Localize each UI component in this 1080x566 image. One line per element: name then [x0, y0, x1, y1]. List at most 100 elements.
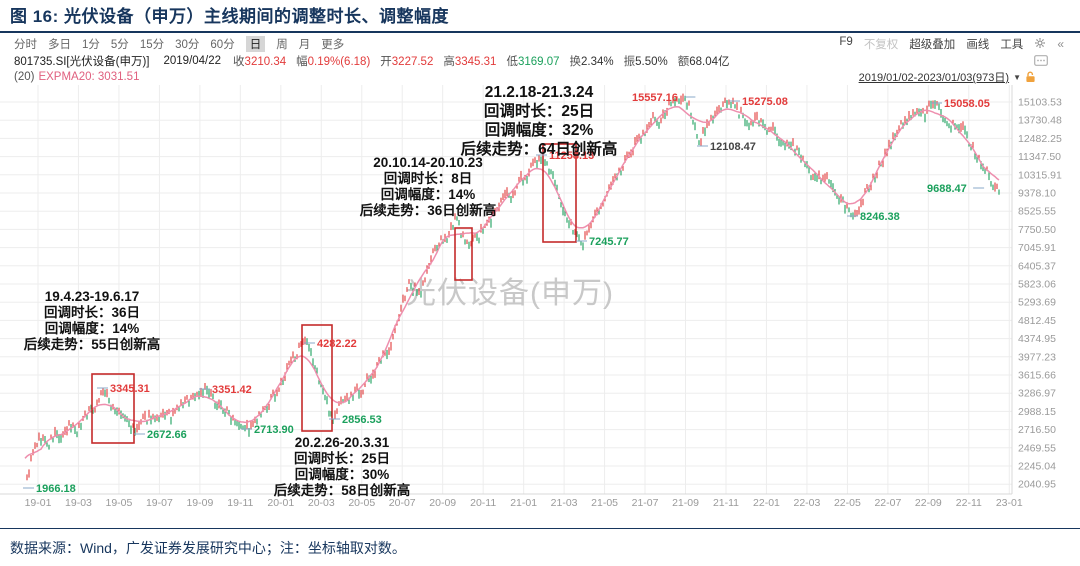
toolbar-item[interactable]: 画线	[966, 39, 990, 51]
message-icon[interactable]	[1034, 54, 1048, 67]
quote-field: 开3227.52	[380, 55, 434, 68]
annotation-line: 回调时长：8日	[384, 170, 473, 186]
x-axis-label: 19-05	[106, 497, 133, 509]
y-axis-label: 4812.45	[1018, 315, 1056, 327]
period-tab[interactable]: 1分	[82, 39, 100, 51]
annotation-line: 回调幅度：14%	[45, 320, 140, 336]
x-axis-label: 21-03	[551, 497, 578, 509]
annotation-line: 后续走势：64日创新高	[461, 139, 618, 158]
x-axis-label: 21-01	[510, 497, 537, 509]
date-range-group: 2019/01/02-2023/01/03(973日) ▼	[859, 69, 1036, 85]
quote-info-bar: 801735.SI[光伏设备(申万)] 2019/04/22 收3210.34 幅…	[0, 52, 1080, 69]
pullback-box	[301, 324, 333, 432]
annotation-line: 回调时长：36日	[44, 304, 140, 320]
y-axis-label: 5823.06	[1018, 279, 1056, 291]
x-axis-label: 19-11	[227, 497, 253, 509]
price-label: 2672.66	[147, 429, 187, 441]
collapse-icon[interactable]: «	[1057, 37, 1064, 51]
y-axis-label: 10315.91	[1018, 169, 1062, 181]
indicator-bar: (20) EXPMA20: 3031.51 2019/01/02-2023/01…	[0, 69, 1080, 85]
period-tab[interactable]: 分时	[14, 39, 37, 51]
price-label: 15275.08	[742, 96, 788, 108]
y-axis-label: 11347.50	[1018, 151, 1061, 163]
x-axis-label: 19-09	[186, 497, 213, 509]
annotation-line: 19.4.23-19.6.17	[45, 289, 140, 304]
x-axis-label: 19-01	[25, 497, 52, 509]
y-axis-label: 6405.37	[1018, 260, 1056, 272]
x-axis-label: 21-11	[713, 497, 739, 509]
annotation-line: 后续走势：36日创新高	[360, 202, 497, 218]
indicator-param: (20)	[14, 71, 35, 83]
toolbar-right: F9 不复权 超级叠加 画线 工具 «	[839, 36, 1064, 52]
pullback-box	[542, 143, 577, 243]
price-label: 11258.13	[549, 150, 594, 162]
x-axis-label: 21-07	[632, 497, 659, 509]
y-axis-label: 12482.25	[1018, 133, 1062, 145]
ema-indicator-value: EXPMA20: 3031.51	[38, 71, 140, 83]
x-axis-label: 21-09	[672, 497, 699, 509]
period-tab[interactable]: 日	[245, 36, 266, 52]
quote-field: 收3210.34	[233, 55, 287, 68]
toolbar-item[interactable]: 工具	[1000, 39, 1024, 51]
lock-icon[interactable]	[1025, 71, 1036, 83]
period-tab[interactable]: 更多	[321, 39, 345, 51]
price-label: 15557.16	[632, 92, 678, 104]
price-label: 15058.05	[944, 98, 990, 110]
y-axis-label: 4374.95	[1018, 333, 1056, 345]
annotation-line: 回调时长：25日	[294, 450, 390, 466]
page-title: 图 16: 光伏设备（申万）主线期间的调整时长、调整幅度	[10, 7, 450, 26]
toolbar-item[interactable]: 超级叠加	[909, 39, 956, 51]
toolbar-right-items: F9 不复权 超级叠加 画线 工具	[839, 36, 1023, 52]
price-label: 3351.42	[212, 384, 252, 396]
x-axis-label: 19-07	[146, 497, 173, 509]
period-tab[interactable]: 5分	[110, 39, 129, 51]
watermark: 光伏设备(申万)	[406, 277, 614, 310]
annotation-line: 后续走势：55日创新高	[24, 336, 161, 352]
chart-panel: 分时 多日 1分 5分 15分 30分 60分日周月更多 F9 不复权 超级叠加 画线 工具 « 8…	[0, 33, 1080, 528]
x-axis-label: 20-01	[267, 497, 294, 509]
candlestick-chart[interactable]: 15103.53 13730.48 12482.25 11347.50 10315.91…	[0, 84, 1080, 529]
pullback-box	[91, 373, 135, 444]
chevron-down-icon[interactable]: ▼	[1013, 72, 1021, 82]
quote-date: 2019/04/22	[163, 54, 222, 67]
gear-icon[interactable]	[1034, 37, 1046, 52]
period-tabs: 分时 多日 1分 5分 15分 30分 60分日周月更多	[14, 36, 344, 52]
x-axis-label: 22-11	[956, 497, 982, 509]
period-tab[interactable]: 15分	[139, 39, 165, 51]
period-tab[interactable]: 30分	[175, 39, 200, 51]
x-axis-label: 22-03	[794, 497, 821, 509]
period-tab[interactable]: 周	[276, 39, 288, 51]
x-axis-label: 20-09	[429, 497, 456, 509]
x-axis-label: 20-07	[389, 497, 416, 509]
period-tab[interactable]: 多日	[48, 39, 71, 51]
x-axis-label: 20-11	[470, 497, 496, 509]
price-label: 12108.47	[710, 141, 756, 153]
annotation-line: 回调幅度：14%	[381, 186, 476, 202]
annotation-line: 回调时长：25日	[484, 101, 594, 120]
y-axis-label: 2988.15	[1018, 406, 1056, 418]
price-label: 2713.90	[254, 424, 294, 436]
price-label: 7245.77	[589, 236, 629, 248]
source-note-bar: 数据来源：Wind，广发证券发展研究中心；注：坐标轴取对数。	[0, 528, 1080, 564]
quote-field: 振5.50%	[623, 55, 668, 68]
date-range-selector[interactable]: 2019/01/02-2023/01/03(973日)	[858, 72, 1010, 84]
annotation-line: 20.10.14-20.10.23	[373, 155, 483, 170]
x-axis-label: 22-09	[915, 497, 942, 509]
y-axis-label: 3286.97	[1018, 388, 1056, 400]
period-tab[interactable]: 60分	[210, 39, 235, 51]
toolbar-item[interactable]: 不复权	[863, 39, 899, 51]
quote-field: 额68.04亿	[677, 55, 730, 68]
y-axis-label: 7045.91	[1018, 242, 1056, 254]
quote-fields: 收3210.34 幅0.19%(6.18) 开3227.52 高3345.31 低316…	[233, 53, 729, 69]
price-label: 9688.47	[927, 183, 967, 195]
price-label: 3345.31	[110, 383, 150, 395]
toolbar-item[interactable]: F9	[839, 36, 853, 48]
annotation-line: 20.2.26-20.3.31	[295, 435, 390, 450]
period-tab[interactable]: 月	[298, 39, 311, 51]
quote-field: 低3169.07	[506, 55, 560, 68]
x-axis-label: 21-05	[591, 497, 618, 509]
symbol-label: 801735.SI[光伏设备(申万)]	[14, 55, 150, 68]
y-axis-label: 2716.50	[1018, 424, 1056, 436]
x-axis-label: 22-05	[834, 497, 861, 509]
x-axis-label: 23-01	[996, 497, 1023, 509]
